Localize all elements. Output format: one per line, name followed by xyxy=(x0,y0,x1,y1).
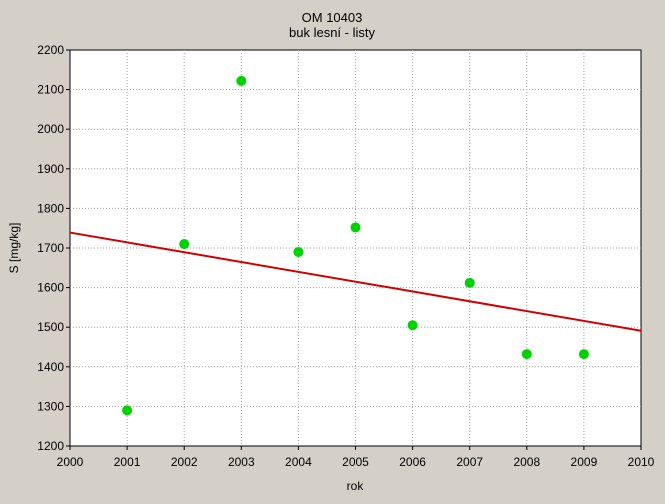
y-tick-label: 1800 xyxy=(37,201,64,215)
y-tick-label: 2100 xyxy=(37,83,64,97)
x-tick-label: 2005 xyxy=(342,455,369,469)
x-tick-label: 2004 xyxy=(285,455,312,469)
data-point xyxy=(578,349,589,360)
data-point xyxy=(521,349,532,360)
y-tick-label: 1900 xyxy=(37,162,64,176)
x-axis-label: rok xyxy=(347,479,365,493)
chart-title: OM 10403 xyxy=(302,10,363,25)
y-tick-label: 1500 xyxy=(37,320,64,334)
x-tick-label: 2003 xyxy=(228,455,255,469)
y-tick-label: 1700 xyxy=(37,241,64,255)
y-tick-label: 1600 xyxy=(37,281,64,295)
data-point xyxy=(122,405,133,416)
data-points xyxy=(122,75,589,416)
trendline xyxy=(69,231,642,332)
x-tick-label: 2002 xyxy=(171,455,198,469)
data-point xyxy=(293,246,304,257)
y-tick-label: 1400 xyxy=(37,360,64,374)
data-point xyxy=(179,239,190,250)
axis-ticks: 2000 2001 2002 2003 2004 2005 2006 2007 2008 2009… xyxy=(37,43,654,469)
data-point xyxy=(407,320,418,331)
data-point xyxy=(236,75,247,86)
y-tick-label: 2000 xyxy=(37,122,64,136)
y-tick-label: 1200 xyxy=(37,439,64,453)
y-tick-label: 2200 xyxy=(37,43,64,57)
y-tick-label: 1300 xyxy=(37,399,64,413)
chart-subtitle: buk lesní - listy xyxy=(289,25,375,40)
data-point xyxy=(350,222,361,233)
x-tick-label: 2001 xyxy=(114,455,141,469)
x-tick-label: 2007 xyxy=(456,455,483,469)
y-axis-label: S [mg/kg] xyxy=(7,223,21,274)
x-tick-label: 2008 xyxy=(513,455,540,469)
data-point xyxy=(464,277,475,288)
x-tick-label: 2009 xyxy=(571,455,598,469)
x-tick-label: 2006 xyxy=(399,455,426,469)
x-tick-label: 2010 xyxy=(628,455,655,469)
x-tick-label: 2000 xyxy=(57,455,84,469)
grid xyxy=(70,50,641,446)
